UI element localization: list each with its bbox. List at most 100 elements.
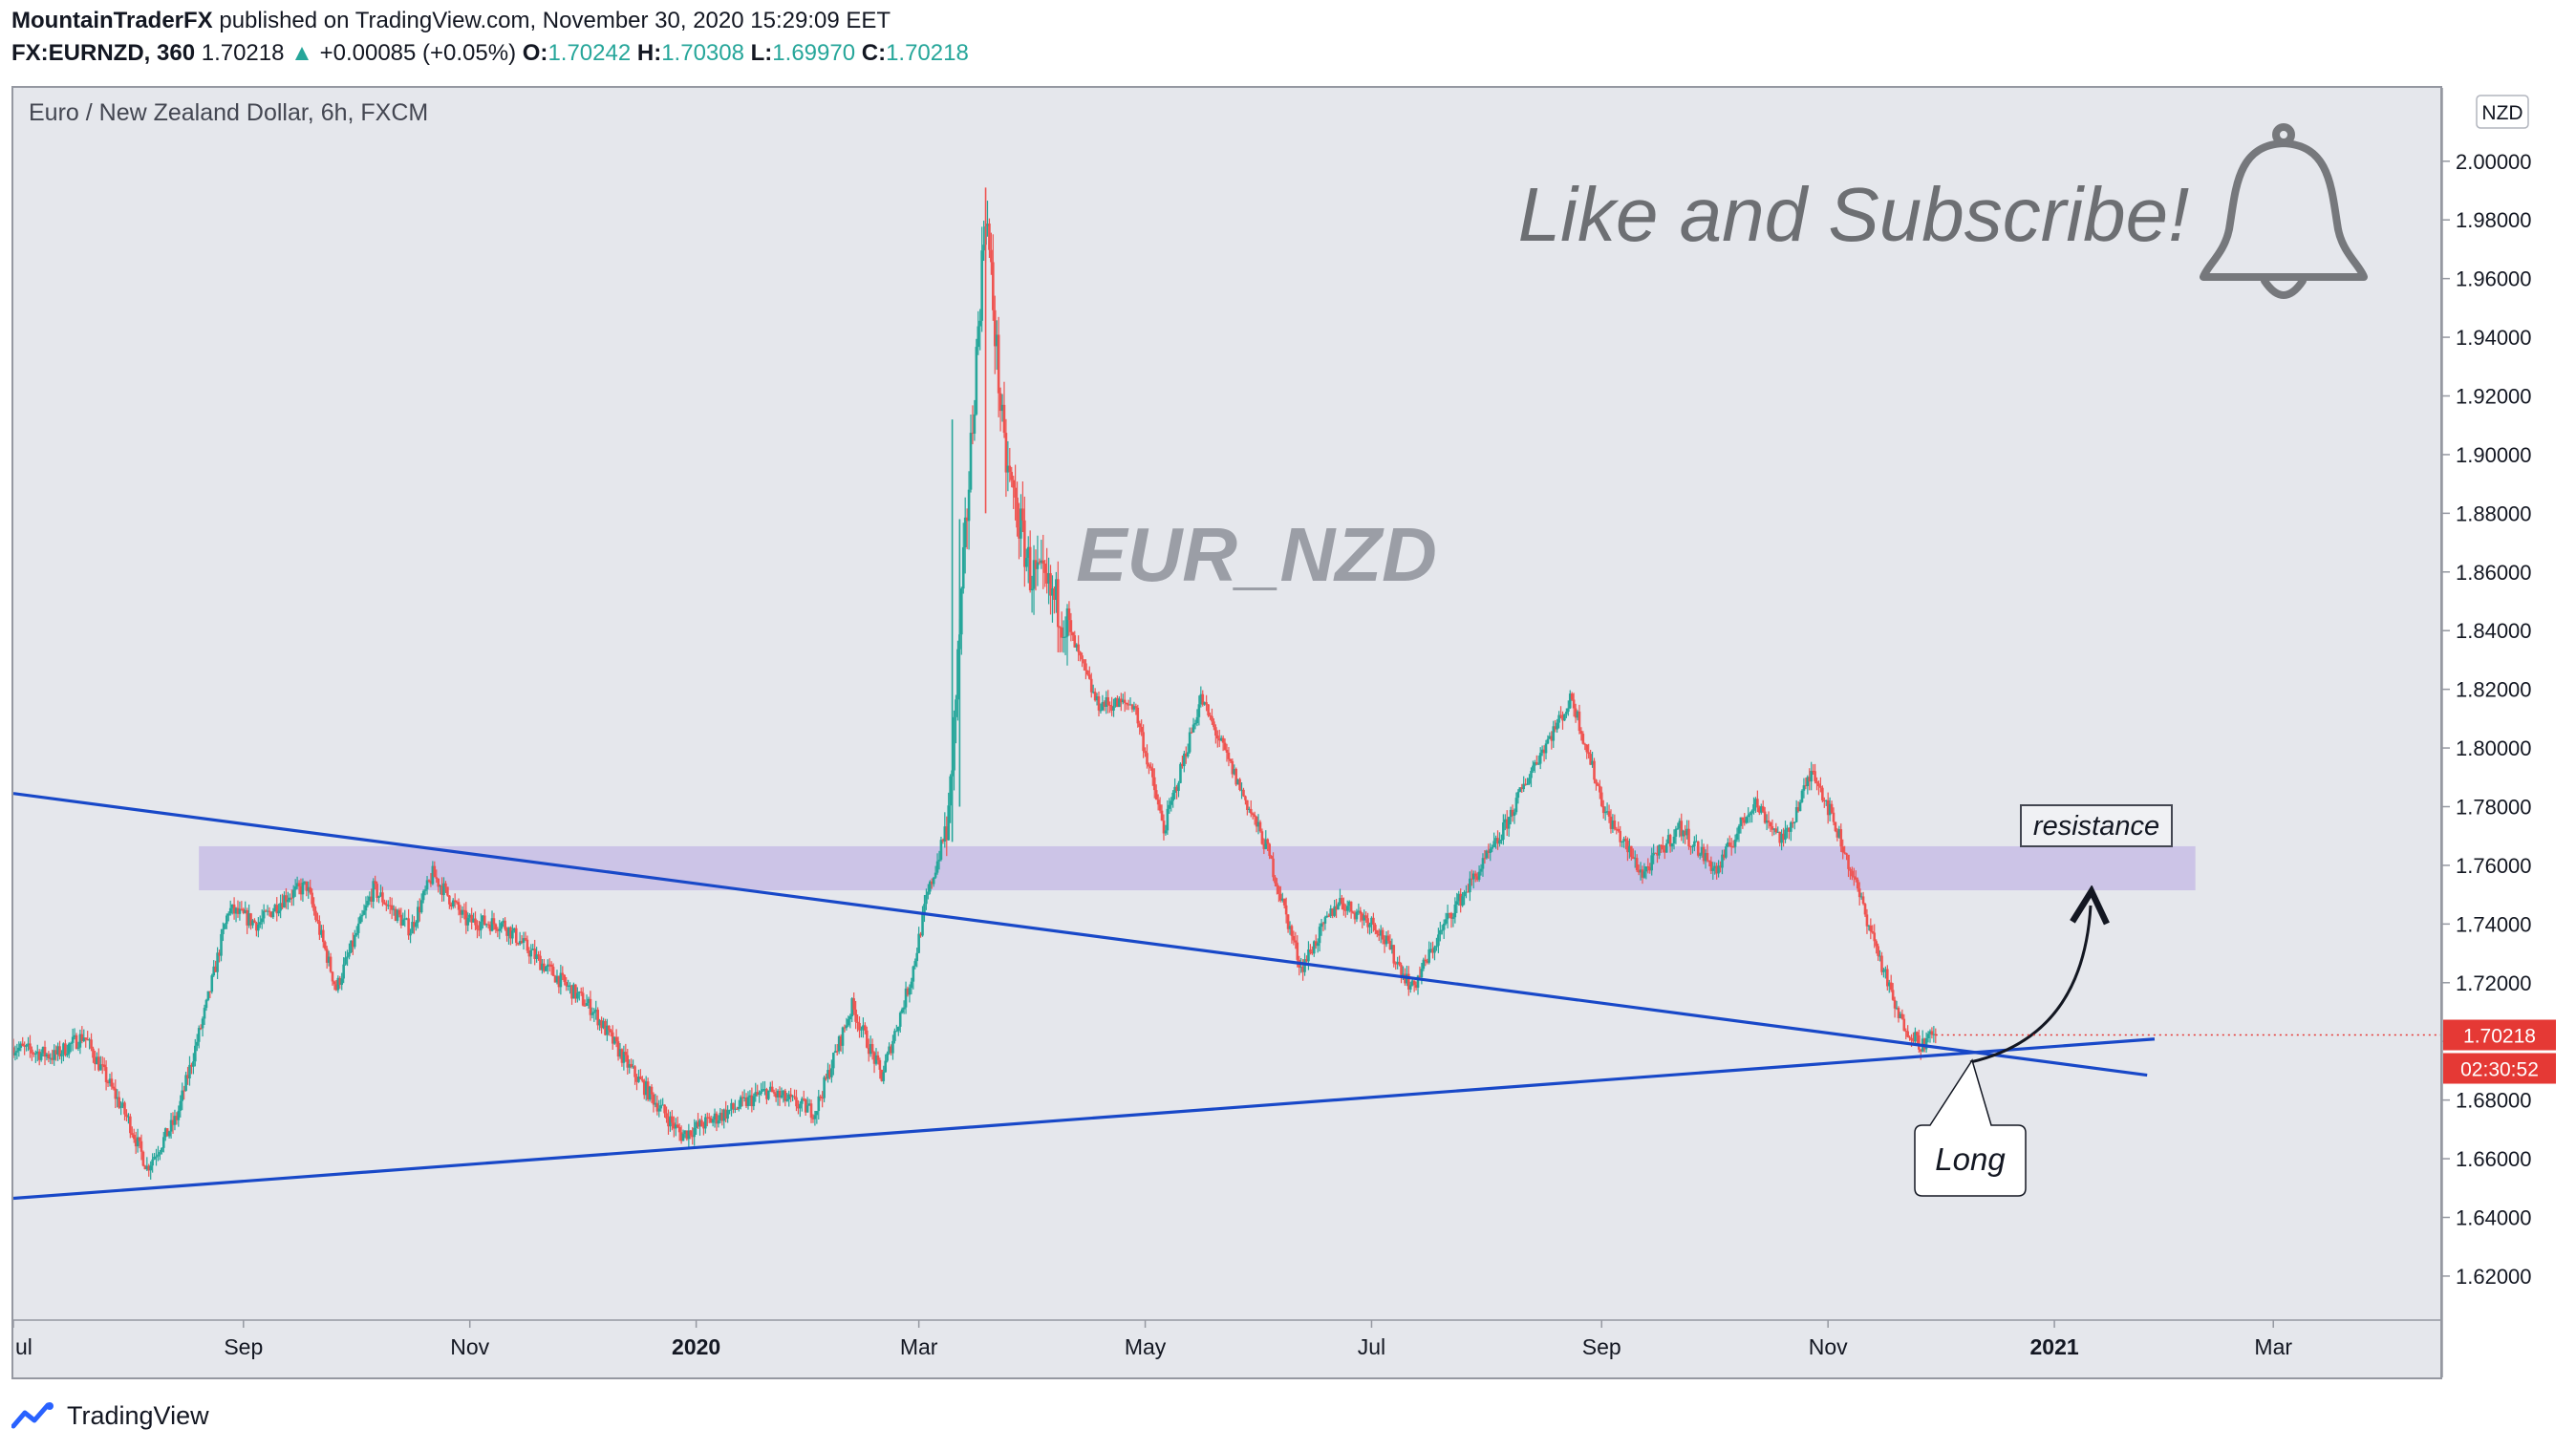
candle-body (1507, 817, 1511, 829)
candle-body (1509, 809, 1513, 818)
candle (1568, 690, 1572, 710)
candle (69, 1041, 73, 1053)
candle-body (1325, 915, 1329, 918)
candle (43, 1040, 47, 1066)
footer[interactable]: TradingView (11, 1398, 209, 1433)
candle (635, 1074, 638, 1091)
candle-body (663, 1104, 666, 1114)
candle-body (1617, 828, 1621, 831)
candle-body (1130, 704, 1134, 710)
candle (346, 949, 349, 967)
candle (986, 201, 989, 237)
long-callout[interactable] (1914, 1058, 2027, 1197)
candle (192, 1053, 195, 1075)
candle-body (1023, 520, 1026, 567)
candle (1193, 719, 1197, 730)
candle (695, 1119, 698, 1136)
candle-body (220, 933, 223, 956)
candle-body (129, 1116, 132, 1134)
candle (1771, 819, 1774, 837)
candle (1904, 1028, 1908, 1040)
candle-body (1162, 821, 1166, 834)
resistance-label-box[interactable] (2020, 804, 2173, 847)
candle-body (1563, 714, 1566, 721)
candle (867, 1038, 870, 1062)
candle-body (354, 934, 356, 948)
y-tick-label: 1.96000 (2456, 267, 2532, 291)
candle (1277, 885, 1280, 903)
candle-body (1664, 843, 1668, 853)
candle-body (845, 1025, 848, 1029)
candle-body (31, 1049, 33, 1054)
candle-body (509, 927, 512, 939)
candle (35, 1044, 39, 1062)
chart-frame[interactable] (11, 86, 2442, 1379)
candle (600, 1016, 603, 1034)
candle (502, 918, 504, 928)
candle-body (1045, 572, 1048, 584)
candle (474, 911, 477, 930)
candle-body (791, 1096, 794, 1098)
candle (1536, 755, 1540, 765)
candle-body (1465, 891, 1468, 893)
candle (1260, 828, 1264, 845)
candle-body (175, 1116, 179, 1120)
candle-body (689, 1130, 693, 1136)
candle (161, 1147, 163, 1155)
candle-body (1394, 963, 1398, 965)
candle-body (1622, 839, 1625, 842)
candle (1151, 763, 1154, 786)
candle (821, 1091, 824, 1108)
candle (165, 1128, 169, 1137)
candle-body (507, 927, 510, 936)
candle-body (545, 967, 547, 971)
breakout-arrow[interactable] (1969, 906, 2091, 1064)
candle (385, 900, 388, 911)
candle (75, 1033, 78, 1050)
candle-body (316, 920, 319, 922)
candle-body (890, 1046, 892, 1054)
candle-body (98, 1064, 102, 1071)
candle (82, 1029, 86, 1043)
candle (644, 1076, 648, 1101)
candle (232, 897, 236, 920)
candle (841, 1026, 845, 1055)
candle (935, 853, 939, 875)
candle-body (1487, 850, 1491, 853)
candle (220, 928, 223, 962)
candle (679, 1125, 683, 1144)
candle (1351, 910, 1355, 914)
x-tick-label: Jul (1358, 1334, 1385, 1359)
candle-body (299, 885, 303, 895)
candle (285, 887, 288, 909)
candle-body (425, 880, 429, 890)
candle-body (1895, 1008, 1899, 1010)
candle (461, 906, 464, 919)
candle-body (1455, 901, 1459, 906)
candle-body (1383, 939, 1386, 945)
candle (13, 1045, 17, 1061)
candle-body (86, 1038, 89, 1041)
candle-body (466, 917, 470, 926)
candle (73, 1028, 76, 1040)
candle-body (273, 905, 277, 912)
candle-body (1906, 1031, 1909, 1037)
candle-body (1412, 980, 1416, 986)
bell-icon[interactable] (2200, 123, 2368, 299)
candle (1175, 784, 1178, 800)
candle-body (884, 1060, 887, 1073)
candle-body (782, 1090, 785, 1096)
candle-body (807, 1103, 811, 1106)
candle-body (230, 904, 234, 908)
candle-body (809, 1103, 813, 1119)
candle (673, 1116, 676, 1138)
candle (1752, 797, 1755, 815)
candle-body (1127, 704, 1130, 706)
candle-body (486, 924, 490, 926)
candle (470, 907, 473, 929)
candle (169, 1113, 173, 1140)
author-name[interactable]: MountainTraderFX (11, 8, 213, 33)
candle (1477, 865, 1481, 883)
x-tick-label: Mar (2254, 1334, 2292, 1359)
